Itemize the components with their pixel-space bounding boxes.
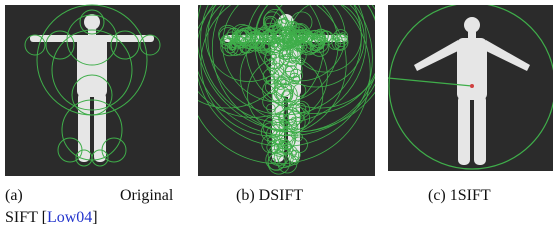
- panel-b-image: [165, 0, 395, 176]
- page: {"figures": [ {"label": "(a)", "caption"…: [0, 0, 553, 241]
- caption-text: DSIFT: [259, 187, 303, 204]
- caption-line: SIFT [Low04]: [5, 208, 98, 228]
- caption-label: (c): [428, 187, 446, 204]
- panel-a-image: [5, 5, 180, 176]
- caption-line: (b) DSIFT: [236, 186, 303, 206]
- caption-text: Original: [120, 186, 173, 206]
- caption-label: (b): [236, 187, 255, 204]
- citation-close: ]: [92, 209, 97, 226]
- caption-text: SIFT: [5, 209, 38, 226]
- caption-text: 1SIFT: [450, 187, 491, 204]
- caption-line: (c) 1SIFT: [428, 186, 491, 206]
- caption-label: (a): [5, 186, 23, 206]
- panel-c-image: [388, 3, 553, 171]
- citation[interactable]: Low04: [47, 209, 92, 226]
